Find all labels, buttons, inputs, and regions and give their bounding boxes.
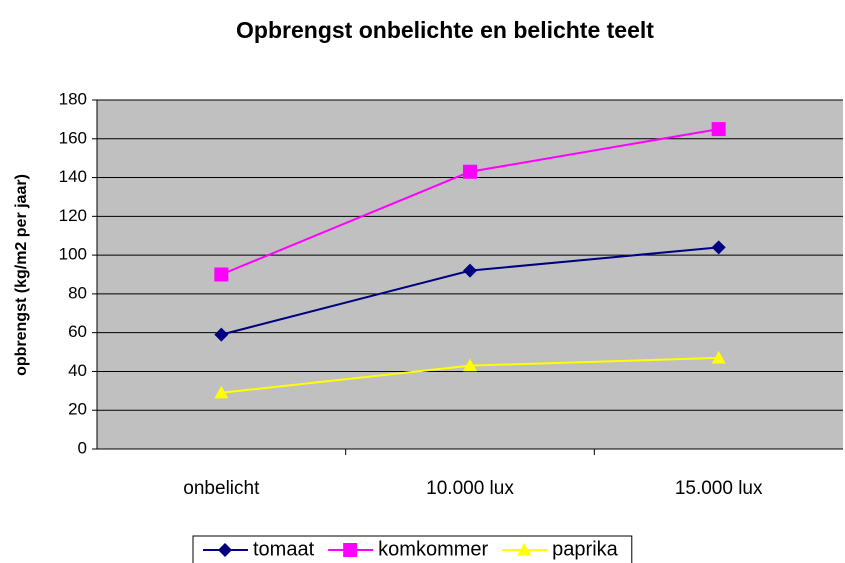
- data-point: [711, 122, 726, 137]
- data-point: [463, 263, 477, 278]
- data-point: [463, 358, 477, 372]
- chart-title: Opbrengst onbelichte en belichte teelt: [236, 17, 654, 43]
- y-tick-label: 120: [59, 206, 87, 225]
- legend-label: paprika: [552, 538, 618, 560]
- y-tick-label: 40: [68, 361, 87, 380]
- data-point: [214, 267, 229, 282]
- legend-marker: [517, 543, 532, 556]
- data-point: [214, 327, 229, 342]
- data-point: [711, 350, 726, 364]
- legend-label: tomaat: [253, 538, 315, 560]
- y-tick-label: 20: [68, 400, 87, 419]
- y-tick-label: 180: [59, 89, 87, 108]
- legend: tomaat komkommer paprika: [192, 535, 633, 563]
- y-axis-label: opbrengst (kg/m2 per jaar): [13, 174, 30, 376]
- legend-label: komkommer: [378, 538, 488, 560]
- y-tick-label: 160: [59, 128, 87, 147]
- y-tick-label: 0: [78, 438, 87, 457]
- data-point: [214, 385, 229, 399]
- y-tick-label: 80: [68, 283, 87, 302]
- data-point: [463, 164, 477, 179]
- legend-marker: [218, 543, 232, 557]
- y-tick-label: 60: [68, 322, 87, 341]
- x-tick-label: 15.000 lux: [675, 478, 763, 499]
- y-tick-label: 140: [59, 167, 87, 186]
- y-tick-label: 100: [59, 245, 87, 264]
- legend-box: [192, 535, 633, 563]
- x-tick-label: 10.000 lux: [426, 478, 514, 499]
- data-point: [711, 240, 726, 255]
- x-tick-label: onbelicht: [183, 478, 260, 499]
- legend-marker: [343, 543, 358, 557]
